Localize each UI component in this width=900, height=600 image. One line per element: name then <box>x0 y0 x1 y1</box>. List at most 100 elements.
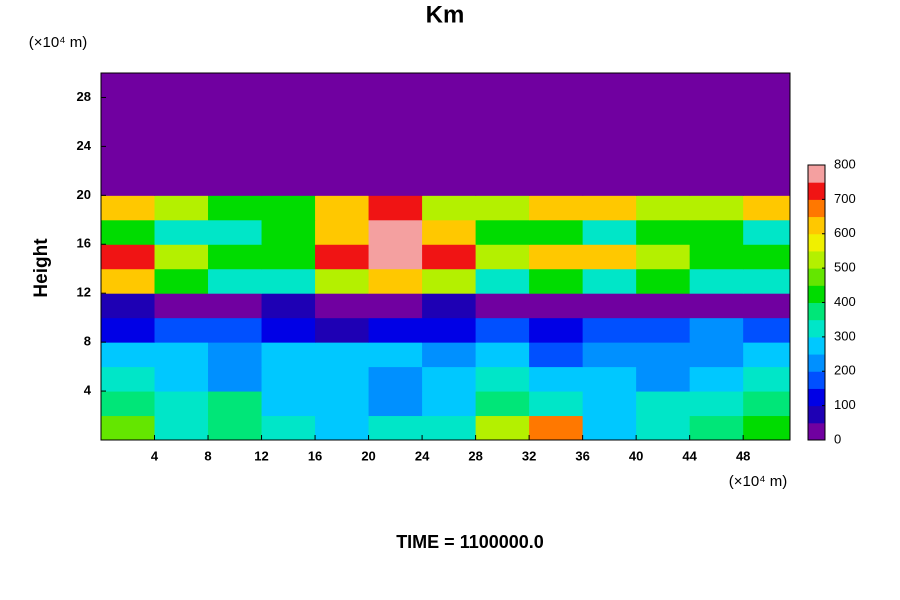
heat-cell <box>154 366 209 392</box>
heat-cell <box>582 244 637 270</box>
heat-cell <box>368 121 423 147</box>
heat-cell <box>261 366 316 392</box>
heat-cell <box>101 146 156 172</box>
colorbar-tick-label: 100 <box>834 397 856 412</box>
x-tick-label: 28 <box>468 448 482 463</box>
heat-cell <box>101 121 156 147</box>
heat-cell <box>529 268 584 294</box>
heat-cell <box>743 391 791 417</box>
heat-cell <box>529 342 584 368</box>
heat-cell <box>529 415 584 441</box>
heat-cell <box>154 317 209 343</box>
heat-cell <box>368 293 423 319</box>
heat-cell <box>261 317 316 343</box>
heat-cell <box>261 73 316 98</box>
heat-cell <box>475 195 530 221</box>
colorbar-band <box>808 371 825 389</box>
colorbar-band <box>808 216 825 235</box>
colorbar-band <box>808 182 825 200</box>
heat-cell <box>636 366 691 392</box>
heat-cell <box>261 219 316 245</box>
heat-cell <box>208 244 263 270</box>
heat-cell <box>689 415 744 441</box>
colorbar-band <box>808 319 825 338</box>
heat-cell <box>368 73 423 98</box>
heat-cell <box>529 146 584 172</box>
heat-cell <box>636 244 691 270</box>
heat-cell <box>529 244 584 270</box>
heat-cell <box>636 97 691 123</box>
colorbar-tick-label: 0 <box>834 431 841 446</box>
heat-cell <box>315 170 370 196</box>
heat-cell <box>315 342 370 368</box>
heat-cell <box>154 268 209 294</box>
heat-cell <box>689 219 744 245</box>
heat-cell <box>582 170 637 196</box>
heat-cell <box>422 317 477 343</box>
heat-cell <box>475 244 530 270</box>
heat-cell <box>582 342 637 368</box>
heat-cell <box>689 73 744 98</box>
heat-cell <box>261 391 316 417</box>
heat-cell <box>529 170 584 196</box>
heat-cell <box>208 293 263 319</box>
heat-cell <box>208 73 263 98</box>
x-unit: (×10⁴ m) <box>729 473 788 490</box>
heat-cell <box>315 219 370 245</box>
heat-cell <box>475 121 530 147</box>
heat-cell <box>636 121 691 147</box>
colorbar-tick-label: 700 <box>834 191 856 206</box>
heat-cell <box>636 195 691 221</box>
heat-cell <box>475 73 530 98</box>
heat-cell <box>743 73 791 98</box>
heat-cell <box>208 366 263 392</box>
heat-cell <box>475 391 530 417</box>
heat-cell <box>368 195 423 221</box>
heat-cell <box>261 195 316 221</box>
heat-cell <box>743 366 791 392</box>
heat-cell <box>261 170 316 196</box>
x-tick-label: 20 <box>361 448 375 463</box>
heat-cell <box>101 73 156 98</box>
heat-cell <box>743 317 791 343</box>
heat-cell <box>101 97 156 123</box>
heat-cell <box>743 97 791 123</box>
heat-cell <box>422 342 477 368</box>
heat-cell <box>422 293 477 319</box>
heat-cell <box>368 97 423 123</box>
heat-cell <box>689 195 744 221</box>
heat-cell <box>422 121 477 147</box>
heat-cell <box>368 268 423 294</box>
x-tick-label: 12 <box>254 448 268 463</box>
heat-cell <box>743 244 791 270</box>
heat-cell <box>636 73 691 98</box>
heat-cell <box>743 170 791 196</box>
heat-cell <box>422 73 477 98</box>
colorbar-band <box>808 405 825 424</box>
heat-cell <box>422 391 477 417</box>
heat-cell <box>422 268 477 294</box>
colorbar-band <box>808 268 825 286</box>
heat-cell <box>261 97 316 123</box>
heat-cell <box>743 342 791 368</box>
heat-cell <box>636 342 691 368</box>
heat-cell <box>154 97 209 123</box>
heat-cell <box>582 293 637 319</box>
heat-cell <box>582 366 637 392</box>
heat-cell <box>422 195 477 221</box>
heat-cell <box>261 293 316 319</box>
heat-cell <box>315 415 370 441</box>
heat-cell <box>689 97 744 123</box>
heat-cell <box>208 170 263 196</box>
heat-cell <box>101 391 156 417</box>
heat-cell <box>582 219 637 245</box>
heat-cell <box>689 121 744 147</box>
heat-cell <box>582 146 637 172</box>
x-tick-label: 40 <box>629 448 643 463</box>
heat-cell <box>101 293 156 319</box>
colorbar-band <box>808 233 825 252</box>
heat-cell <box>636 293 691 319</box>
heat-cell <box>529 97 584 123</box>
